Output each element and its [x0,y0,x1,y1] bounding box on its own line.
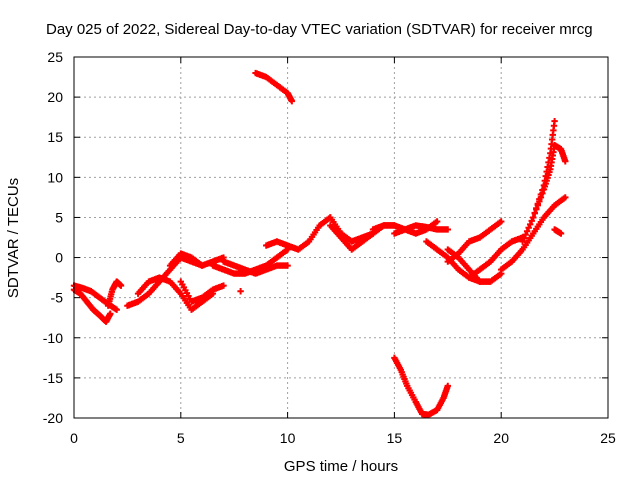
x-tick-label: 20 [493,430,509,446]
data-point [520,234,528,242]
x-tick-label: 15 [387,430,403,446]
y-tick-label: 5 [55,209,63,225]
x-tick-label: 25 [600,430,616,446]
data-point [533,206,540,213]
y-tick-label: -20 [43,410,63,426]
series-arc-11 [252,69,296,105]
series-arc-24 [551,226,565,237]
data-point [531,210,538,217]
series-arc-7 [177,278,227,305]
series-arc-15 [391,222,451,237]
data-point [522,231,529,238]
series-arc-13 [327,222,377,253]
series-arc-19 [444,218,505,265]
x-axis: 0 5 10 15 20 25 [70,57,616,446]
data-point [536,198,543,205]
data-point [557,230,565,237]
x-tick-label: 5 [177,430,185,446]
data-point [528,217,535,225]
data-point [284,262,291,269]
x-axis-label: GPS time / hours [284,458,398,475]
data-point [562,194,569,201]
x-tick-label: 0 [70,430,78,446]
data-point [519,238,526,245]
data-point [526,221,534,228]
data-point [498,218,505,225]
data-point [288,97,296,105]
data-point [534,202,542,209]
y-axis: 25 20 15 10 5 0 -5 -10 -15 -20 [43,49,608,426]
series-arc-21 [498,194,569,273]
data-point [444,226,451,233]
series-arc-5 [134,274,217,313]
series-arc-10 [263,214,334,253]
grid [74,57,608,418]
plot-area [70,69,569,418]
data-point [107,310,114,317]
data-point [530,214,537,221]
data-point [237,288,244,295]
y-tick-label: 10 [47,169,63,185]
data-point [444,382,451,390]
data-point [539,190,546,197]
y-tick-label: 15 [47,129,63,145]
series-arc-20 [465,234,526,281]
x-tick-label: 10 [280,430,296,446]
y-tick-label: -5 [51,290,64,306]
series-stray [237,288,244,295]
series-arc-23 [530,142,569,221]
data-point [562,158,569,165]
data-point [537,194,545,201]
y-tick-label: -15 [43,370,63,386]
y-tick-label: 0 [55,250,63,266]
data-point [117,282,125,289]
series-arc-14 [369,218,441,237]
series-arc-16 [391,354,451,418]
series-arc-9 [220,258,291,277]
y-tick-label: 25 [47,49,63,65]
plot-frame [73,56,609,419]
chart-title: Day 025 of 2022, Sidereal Day-to-day VTE… [46,21,593,38]
y-tick-label: 20 [47,89,63,105]
data-point [525,224,532,231]
series-arc-2 [70,282,120,313]
series-arc-3 [104,278,125,309]
data-point [433,218,441,225]
data-point [113,306,120,313]
data-point [220,282,227,289]
y-tick-label: -10 [43,330,63,346]
data-point [551,117,558,125]
data-point [523,227,531,235]
y-axis-label: SDTVAR / TECUs [5,178,22,298]
